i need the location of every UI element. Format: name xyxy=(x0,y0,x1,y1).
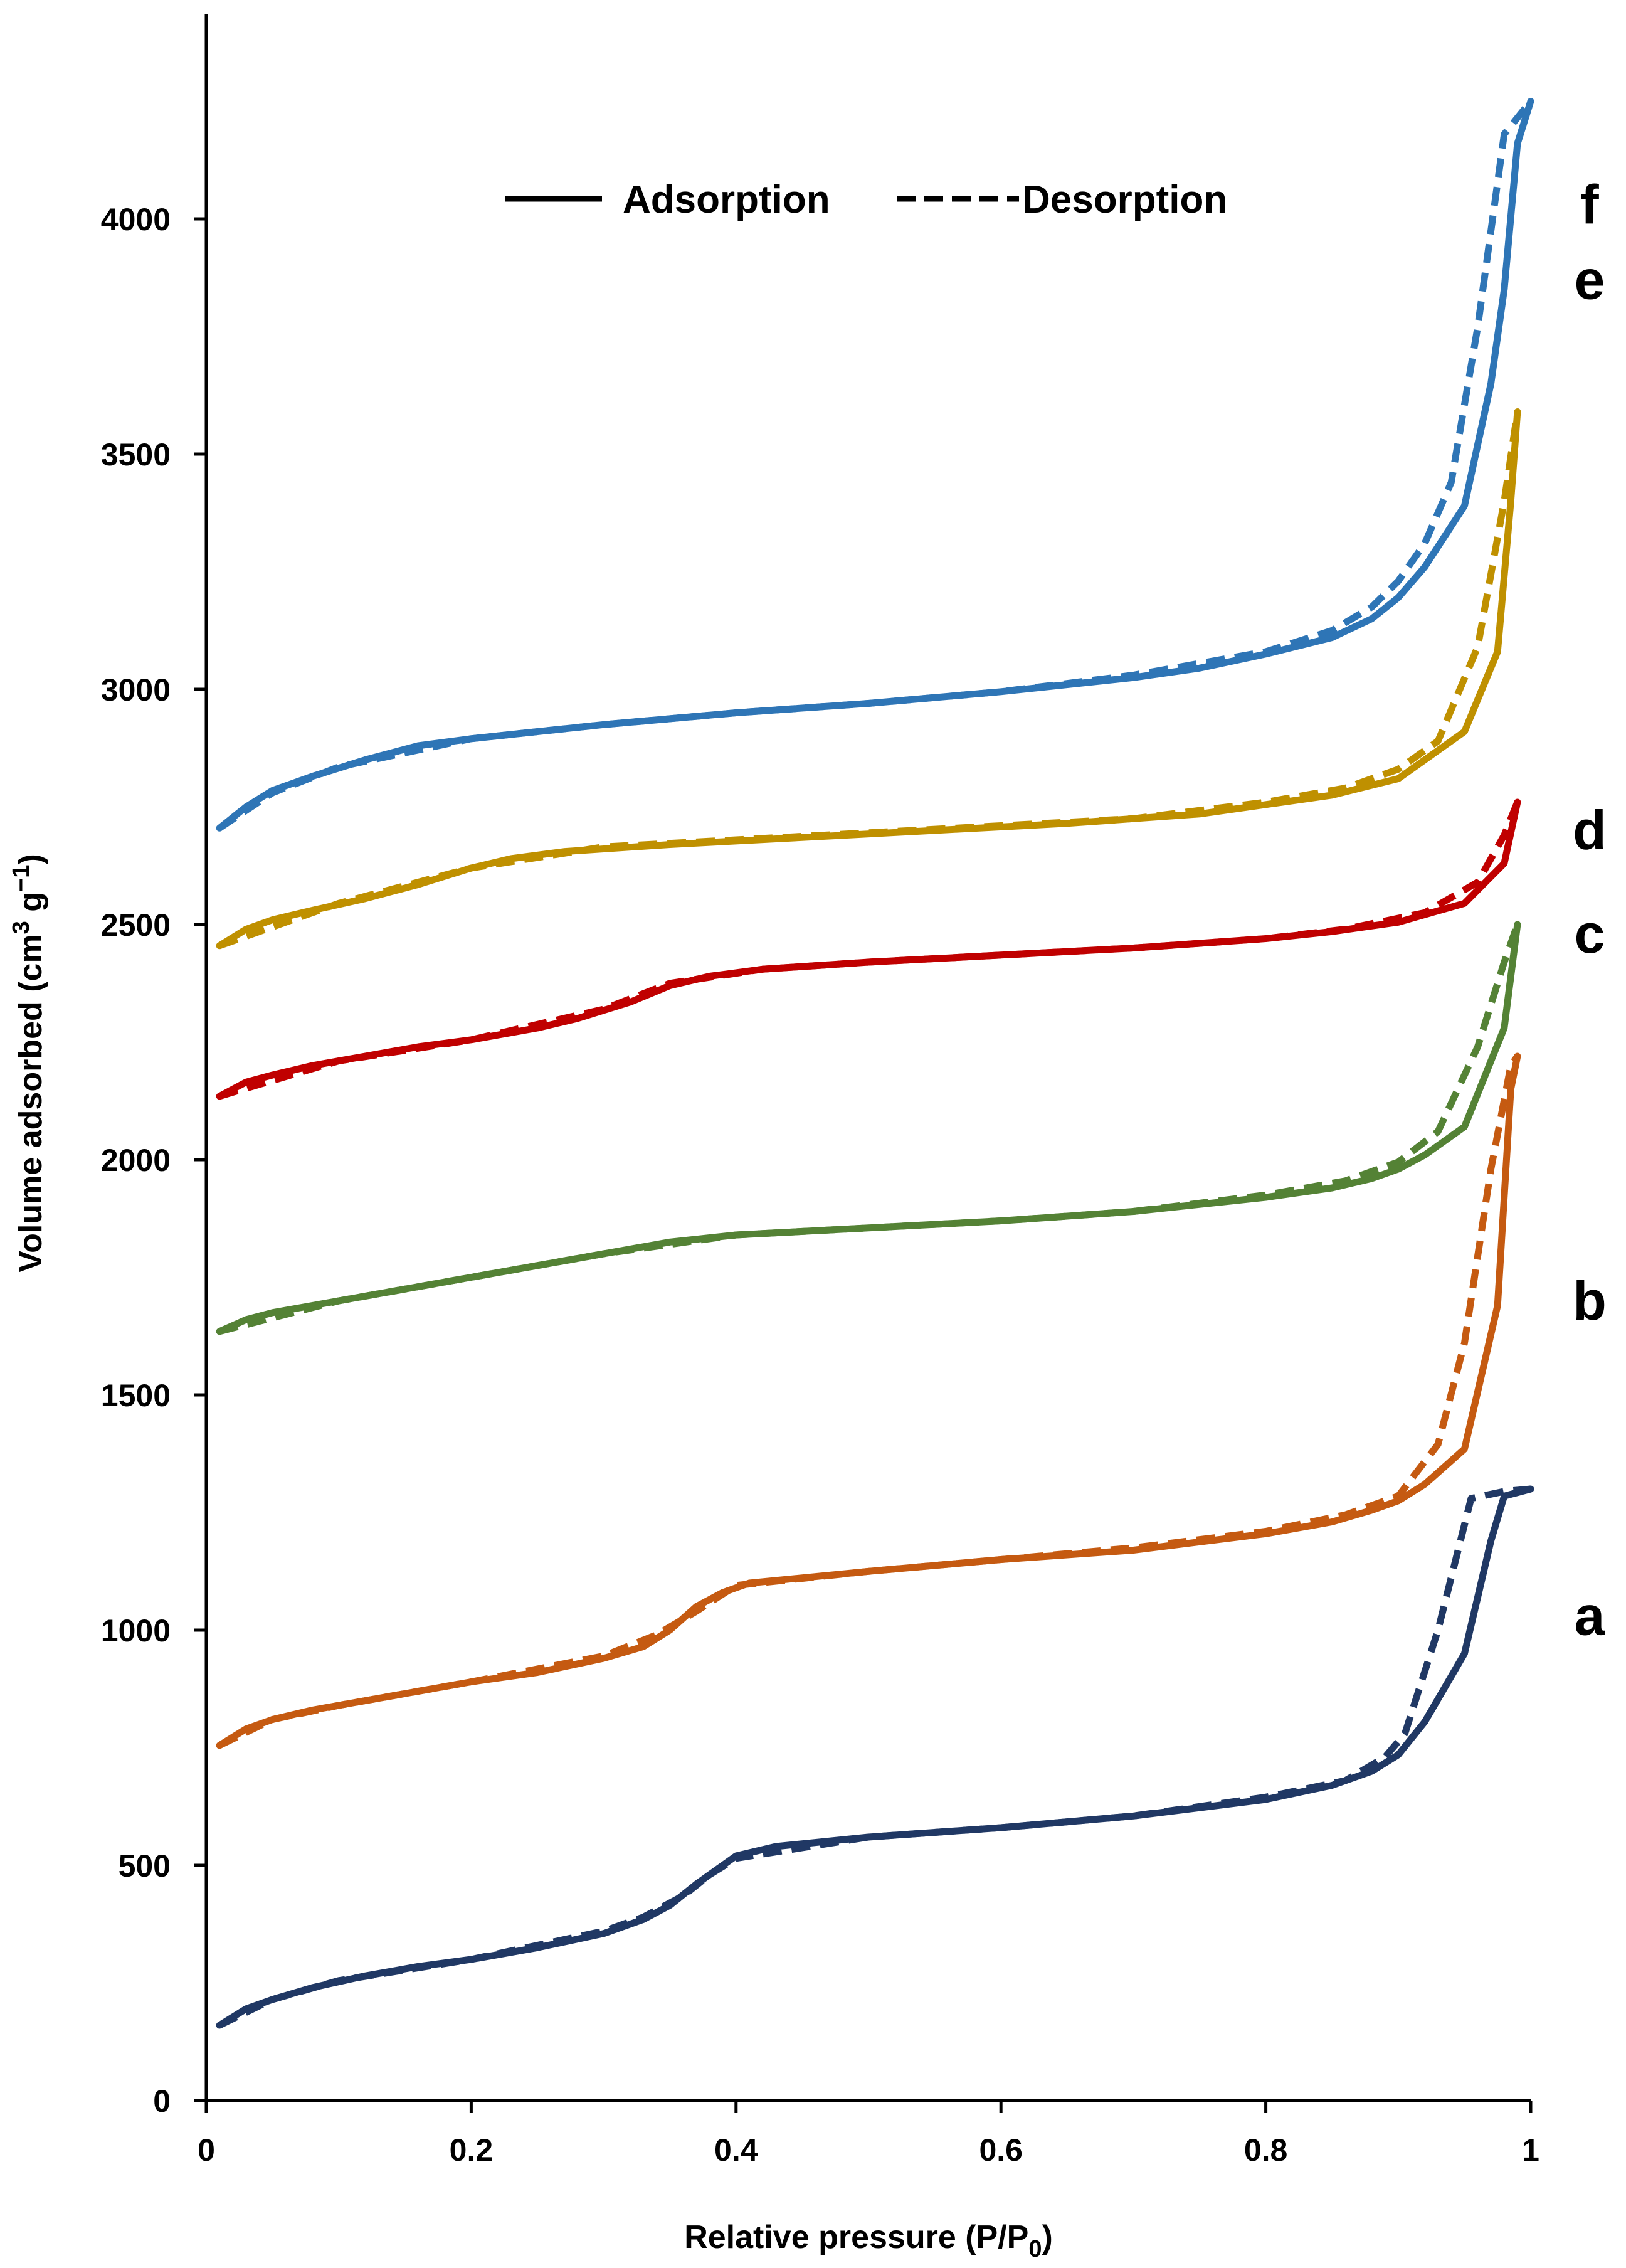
y-tick-label: 4000 xyxy=(101,202,171,237)
y-tick-label: 3500 xyxy=(101,437,171,472)
x-axis-title: Relative pressure (P/P0) xyxy=(684,2219,1053,2262)
series-f-desorption-line xyxy=(218,99,1534,831)
y-tick-label: 2500 xyxy=(101,908,171,943)
series-e-adsorption-line xyxy=(216,408,1521,950)
plot-curves xyxy=(216,98,1534,2029)
series-a-adsorption-line xyxy=(216,1485,1534,2029)
series-labels: a b cd ef xyxy=(1573,174,1607,1647)
series-e-desorption-line xyxy=(218,411,1521,949)
series-f-adsorption-line xyxy=(216,98,1534,832)
x-tick-label: 1 xyxy=(1522,2133,1539,2168)
x-tick-label: 0.8 xyxy=(1244,2133,1288,2168)
y-tick-label: 2000 xyxy=(101,1143,171,1178)
x-tick-label: 0 xyxy=(198,2133,215,2168)
series-c-label: c xyxy=(1575,903,1605,965)
legend-adsorption-label: Adsorption xyxy=(623,178,830,221)
series-d-adsorption-line xyxy=(216,798,1521,1100)
y-tick-label: 0 xyxy=(153,2084,171,2119)
series-c-adsorption-line xyxy=(216,921,1521,1335)
series-d-desorption-line xyxy=(218,800,1521,1100)
x-tick-label: 0.2 xyxy=(450,2133,494,2168)
axis-ticks: 0 0.2 0.4 0.6 0.8 1 0 500 1000 1500 2000 2500 3000 35… xyxy=(101,202,1539,2168)
x-tick-label: 0.6 xyxy=(979,2133,1023,2168)
y-tick-label: 3000 xyxy=(101,672,171,707)
series-b-desorption-line xyxy=(218,1054,1521,1749)
y-axis-title: Volume adsorbed (cm3 g−1) xyxy=(8,854,49,1272)
series-b-label: b xyxy=(1573,1269,1607,1332)
series-f-label: f xyxy=(1580,174,1599,236)
legend-desorption-label: Desorption xyxy=(1022,178,1227,221)
series-d-label: d xyxy=(1573,799,1607,861)
series-e-label: e xyxy=(1575,249,1605,311)
axes xyxy=(204,14,1531,2102)
legend: Adsorption Desorption xyxy=(505,178,1227,221)
x-tick-label: 0.4 xyxy=(714,2133,758,2168)
series-a-label: a xyxy=(1575,1585,1606,1647)
y-tick-label: 500 xyxy=(119,1848,171,1884)
series-b-adsorption-line xyxy=(216,1052,1521,1749)
y-tick-label: 1000 xyxy=(101,1613,171,1648)
y-tick-label: 1500 xyxy=(101,1378,171,1413)
series-c-desorption-line xyxy=(218,923,1521,1335)
